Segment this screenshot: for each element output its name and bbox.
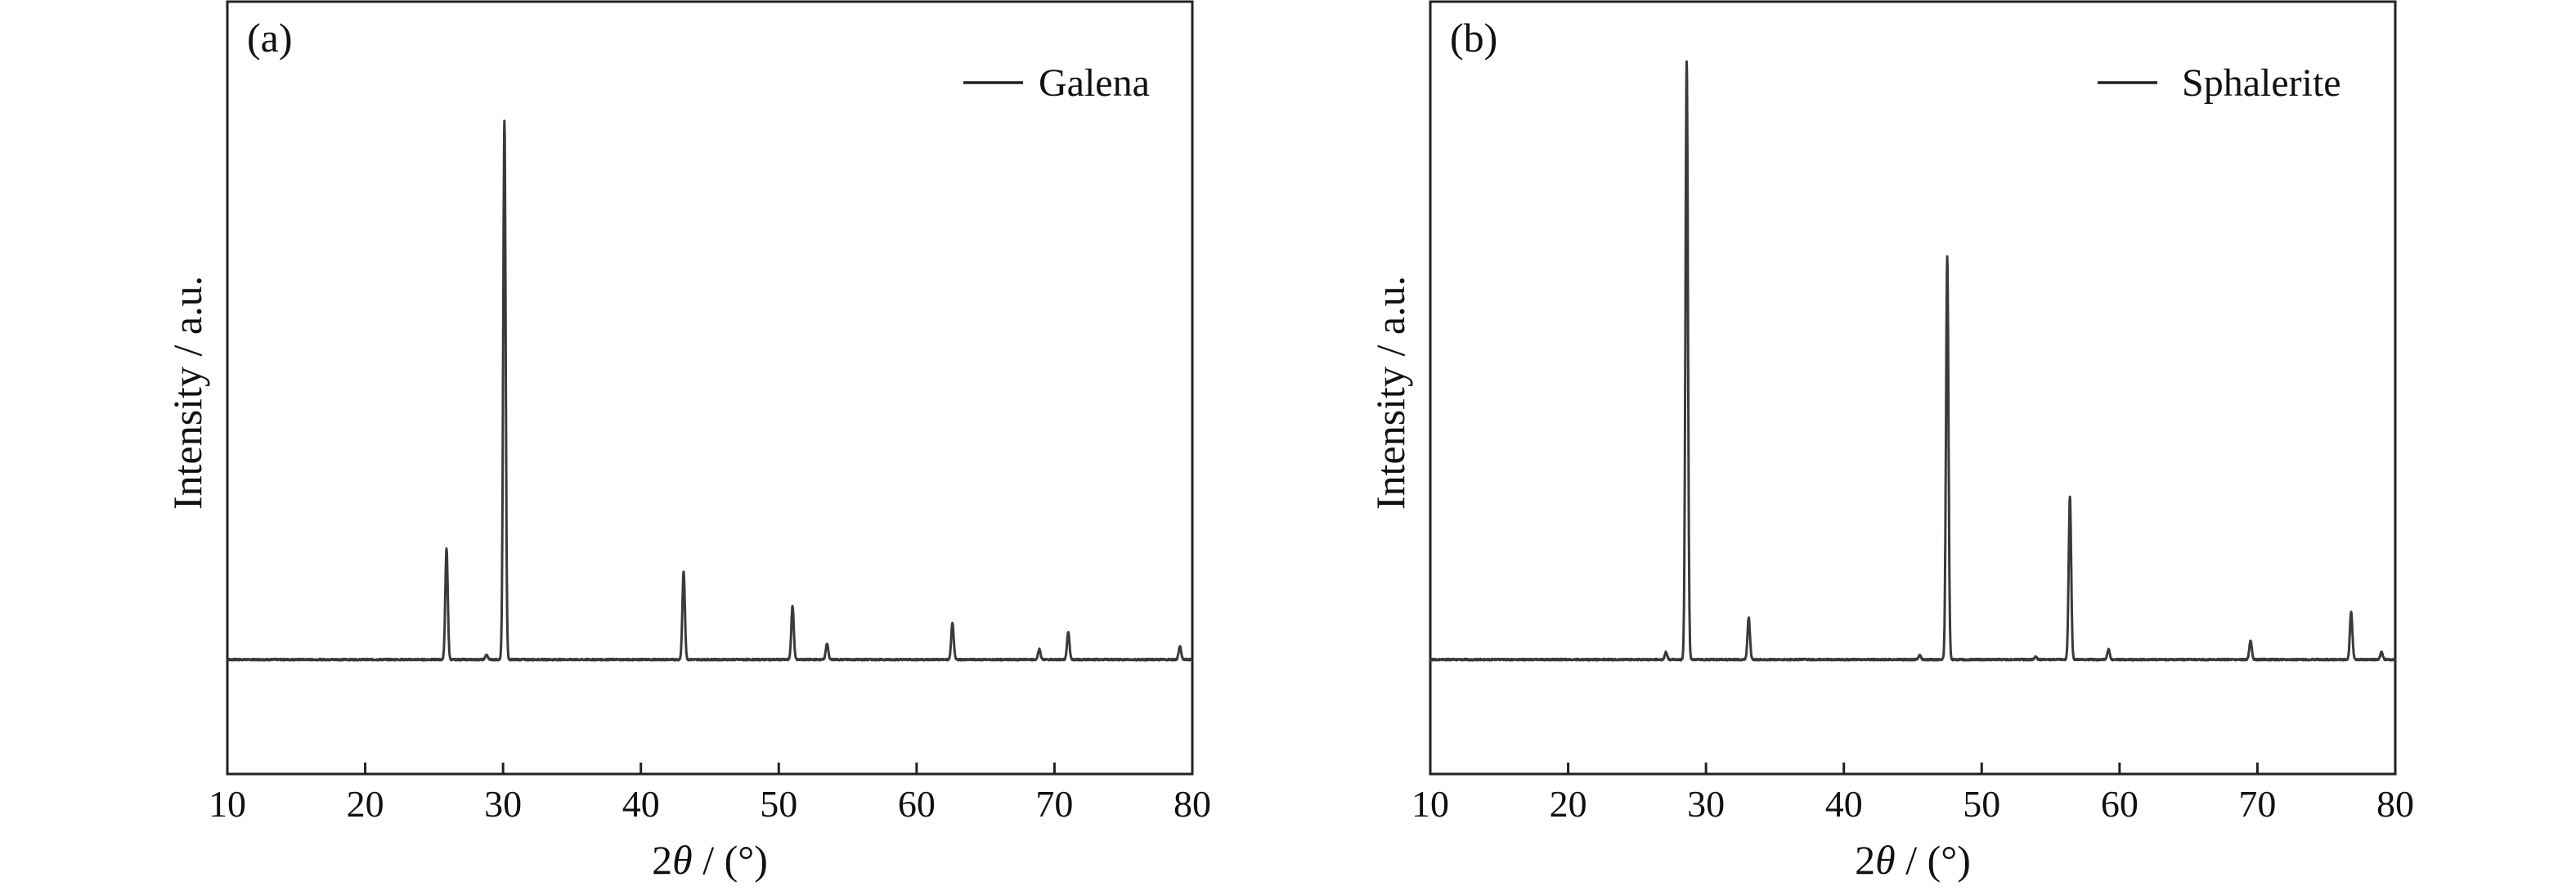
- plot-frame-a: [226, 0, 1194, 776]
- x-ticks-b: [1429, 763, 2397, 774]
- x-tick-label-a-60: 60: [898, 783, 936, 825]
- x-tick-label-b-80: 80: [2376, 783, 2414, 825]
- x-tick-label-a-40: 40: [622, 783, 660, 825]
- x-tick-label-a-50: 50: [760, 783, 797, 825]
- y-axis-label-a: Intensity / a.u.: [164, 276, 210, 510]
- x-ticks-a: [226, 763, 1194, 774]
- x-tick-labels-b: 10 20 30 40 50 60 70 80: [1411, 783, 2414, 825]
- legend-label-sphalerite: Sphalerite: [2182, 61, 2341, 105]
- x-axis-label-symbol-a: θ: [672, 837, 693, 883]
- x-axis-label-suffix-a: / (°): [693, 837, 768, 883]
- y-axis-label-b: Intensity / a.u.: [1367, 276, 1413, 510]
- panel-a: (a) 10 20 30 40 50 60 70 80 Galena Intensity / …: [164, 0, 1211, 883]
- x-tick-label-b-60: 60: [2101, 783, 2138, 825]
- x-tick-labels-a: 10 20 30 40 50 60 70 80: [209, 783, 1211, 825]
- legend-a: Galena: [963, 61, 1150, 105]
- x-tick-label-b-50: 50: [1963, 783, 2000, 825]
- series-line-sphalerite: [1429, 60, 2397, 662]
- x-axis-label-prefix-a: 2: [652, 837, 672, 883]
- x-axis-label-suffix-b: / (°): [1896, 837, 1971, 883]
- panel-b: (b) 10 20 30 40 50 60 70 80 Sphalerite Intensit…: [1367, 0, 2414, 883]
- series-line-galena: [226, 119, 1194, 662]
- panel-label-a: (a): [247, 15, 293, 61]
- x-axis-label-a: 2θ / (°): [652, 837, 768, 883]
- x-tick-label-a-30: 30: [484, 783, 522, 825]
- x-axis-label-symbol-b: θ: [1875, 837, 1896, 883]
- x-tick-label-b-20: 20: [1550, 783, 1587, 825]
- panel-label-b: (b): [1450, 15, 1497, 61]
- x-tick-label-a-80: 80: [1174, 783, 1211, 825]
- x-tick-label-b-30: 30: [1687, 783, 1725, 825]
- x-tick-label-a-20: 20: [347, 783, 384, 825]
- x-axis-label-b: 2θ / (°): [1855, 837, 1971, 883]
- x-tick-label-b-10: 10: [1411, 783, 1449, 825]
- legend-label-galena: Galena: [1039, 61, 1150, 105]
- x-tick-label-a-70: 70: [1035, 783, 1073, 825]
- x-tick-label-a-10: 10: [209, 783, 246, 825]
- x-tick-label-b-70: 70: [2238, 783, 2276, 825]
- plot-frame-b: [1429, 0, 2397, 776]
- x-tick-label-b-40: 40: [1825, 783, 1863, 825]
- legend-b: Sphalerite: [2098, 61, 2341, 105]
- x-axis-label-prefix-b: 2: [1855, 837, 1875, 883]
